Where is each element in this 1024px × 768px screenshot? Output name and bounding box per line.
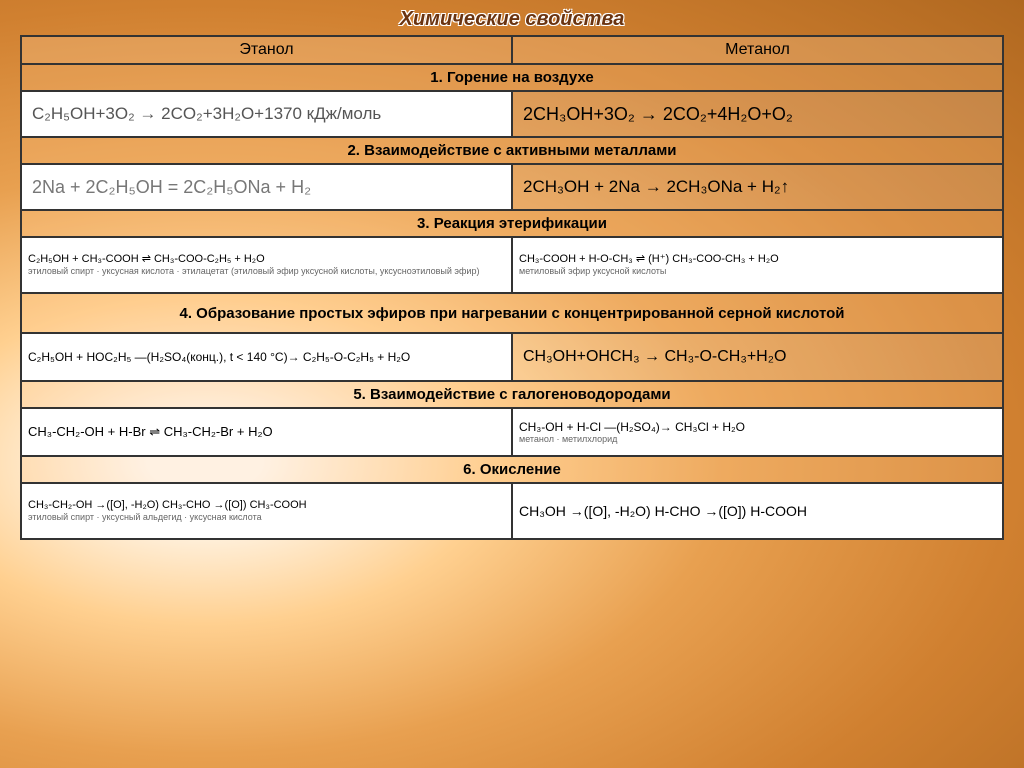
row-halogen: CH₃-CH₂-OH + H-Br ⇌ CH₃-CH₂-Br + H₂O CH₃…	[21, 408, 1003, 456]
section-halogen: 5. Взаимодействие с галогеноводородами	[21, 381, 1003, 408]
row-ester: C₂H₅OH + CH₃-COOH ⇌ CH₃-COO-C₂H₅ + H₂O э…	[21, 237, 1003, 293]
row-ether: C₂H₅OH + HOC₂H₅ —(H₂SO₄(конц.), t < 140 …	[21, 333, 1003, 381]
row-combustion: C₂H₅OH+3O₂ → 2CO₂+3H₂O+1370 кДж/моль 2CH…	[21, 91, 1003, 137]
section-esterification: 3. Реакция этерификации	[21, 210, 1003, 237]
eq-oxid-ethanol: CH₃-CH₂-OH →([O], -H₂O) CH₃-CHO →([O]) C…	[21, 483, 512, 539]
eq-ester-methanol: CH₃-COOH + H-O-CH₃ ⇌ (H⁺) CH₃-COO-CH₃ + …	[512, 237, 1003, 293]
eq-halo-methanol-eq: CH₃-OH + H-Cl —(H₂SO₄)→ CH₃Cl + H₂O	[519, 420, 996, 434]
eq-ether-methanol: CH₃OH+OHCH₃ → CH₃-O-CH₃+H₂O	[512, 333, 1003, 381]
row-oxidation: CH₃-CH₂-OH →([O], -H₂O) CH₃-CHO →([O]) C…	[21, 483, 1003, 539]
section-combustion: 1. Горение на воздухе	[21, 64, 1003, 91]
eq-ester-methanol-eq: CH₃-COOH + H-O-CH₃ ⇌ (H⁺) CH₃-COO-CH₃ + …	[519, 252, 996, 266]
eq-ester-methanol-label: метиловый эфир уксусной кислоты	[519, 266, 996, 278]
page-title: Химические свойства	[0, 0, 1024, 35]
eq-oxid-ethanol-eq: CH₃-CH₂-OH →([O], -H₂O) CH₃-CHO →([O]) C…	[28, 498, 505, 512]
eq-oxid-methanol: CH₃OH →([O], -H₂O) H-CHO →([O]) H-COOH	[512, 483, 1003, 539]
properties-table: Этанол Метанол 1. Горение на воздухе C₂H…	[20, 35, 1004, 540]
eq-halo-methanol: CH₃-OH + H-Cl —(H₂SO₄)→ CH₃Cl + H₂O мета…	[512, 408, 1003, 456]
section-oxidation: 6. Окисление	[21, 456, 1003, 483]
eq-combustion-ethanol: C₂H₅OH+3O₂ → 2CO₂+3H₂O+1370 кДж/моль	[21, 91, 512, 137]
eq-oxid-ethanol-labels: этиловый спирт · уксусный альдегид · укс…	[28, 512, 505, 524]
col-ethanol: Этанол	[21, 36, 512, 64]
eq-halo-ethanol: CH₃-CH₂-OH + H-Br ⇌ CH₃-CH₂-Br + H₂O	[21, 408, 512, 456]
header-row: Этанол Метанол	[21, 36, 1003, 64]
row-metals: 2Na + 2C₂H₅OH = 2C₂H₅ONa + H₂ 2CH₃OH + 2…	[21, 164, 1003, 210]
eq-combustion-methanol: 2CH₃OH+3O₂ → 2CO₂+4H₂O+O₂	[512, 91, 1003, 137]
eq-ether-ethanol: C₂H₅OH + HOC₂H₅ —(H₂SO₄(конц.), t < 140 …	[21, 333, 512, 381]
col-methanol: Метанол	[512, 36, 1003, 64]
eq-metal-ethanol: 2Na + 2C₂H₅OH = 2C₂H₅ONa + H₂	[21, 164, 512, 210]
eq-ester-ethanol-eq: C₂H₅OH + CH₃-COOH ⇌ CH₃-COO-C₂H₅ + H₂O	[28, 252, 505, 266]
eq-ester-ethanol: C₂H₅OH + CH₃-COOH ⇌ CH₃-COO-C₂H₅ + H₂O э…	[21, 237, 512, 293]
eq-metal-methanol: 2CH₃OH + 2Na → 2CH₃ONa + H₂↑	[512, 164, 1003, 210]
section-metals: 2. Взаимодействие с активными металлами	[21, 137, 1003, 164]
section-ether: 4. Образование простых эфиров при нагрев…	[21, 293, 1003, 333]
eq-ester-ethanol-labels: этиловый спирт · уксусная кислота · этил…	[28, 266, 505, 278]
properties-table-wrap: Этанол Метанол 1. Горение на воздухе C₂H…	[20, 35, 1004, 540]
eq-halo-methanol-labels: метанол · метилхлорид	[519, 434, 996, 444]
